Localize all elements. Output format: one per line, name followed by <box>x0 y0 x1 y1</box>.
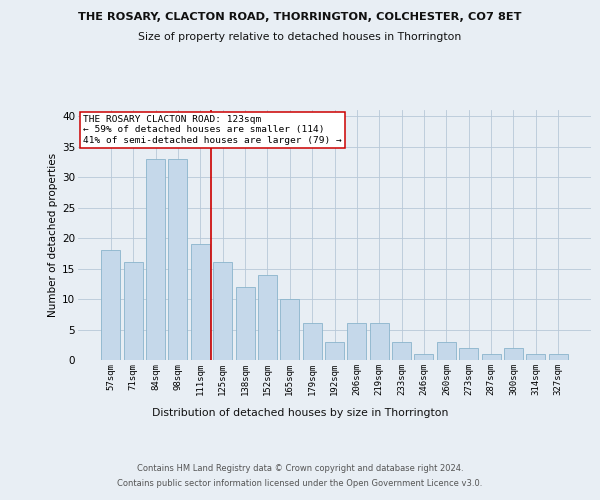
Text: Contains public sector information licensed under the Open Government Licence v3: Contains public sector information licen… <box>118 479 482 488</box>
Bar <box>191 244 210 360</box>
Bar <box>325 342 344 360</box>
Bar <box>504 348 523 360</box>
Bar <box>392 342 411 360</box>
Bar <box>146 159 165 360</box>
Bar <box>482 354 500 360</box>
Text: THE ROSARY, CLACTON ROAD, THORRINGTON, COLCHESTER, CO7 8ET: THE ROSARY, CLACTON ROAD, THORRINGTON, C… <box>78 12 522 22</box>
Bar <box>280 299 299 360</box>
Bar <box>437 342 456 360</box>
Text: THE ROSARY CLACTON ROAD: 123sqm
← 59% of detached houses are smaller (114)
41% o: THE ROSARY CLACTON ROAD: 123sqm ← 59% of… <box>83 115 342 145</box>
Bar <box>169 159 187 360</box>
Bar <box>347 324 367 360</box>
Bar <box>302 324 322 360</box>
Bar <box>548 354 568 360</box>
Bar <box>370 324 389 360</box>
Bar <box>124 262 143 360</box>
Bar <box>526 354 545 360</box>
Bar <box>415 354 433 360</box>
Bar <box>258 274 277 360</box>
Bar <box>213 262 232 360</box>
Text: Size of property relative to detached houses in Thorrington: Size of property relative to detached ho… <box>139 32 461 42</box>
Bar <box>459 348 478 360</box>
Bar <box>101 250 121 360</box>
Text: Contains HM Land Registry data © Crown copyright and database right 2024.: Contains HM Land Registry data © Crown c… <box>137 464 463 473</box>
Text: Distribution of detached houses by size in Thorrington: Distribution of detached houses by size … <box>152 408 448 418</box>
Y-axis label: Number of detached properties: Number of detached properties <box>48 153 58 317</box>
Bar <box>236 287 254 360</box>
